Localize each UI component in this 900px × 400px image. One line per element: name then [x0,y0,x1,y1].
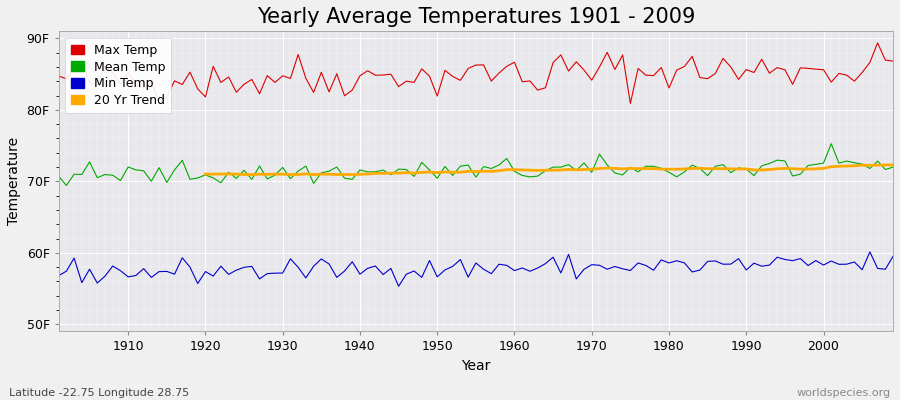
Max Temp [509,60,520,65]
Min Temp [887,254,898,259]
Min Temp [115,268,126,273]
Y-axis label: Temperature: Temperature [7,137,21,226]
Mean Temp [509,169,520,174]
Min Temp [285,256,296,261]
Max Temp [115,82,126,86]
Mean Temp [887,165,898,170]
Max Temp [53,74,64,78]
20 Yr Trend [301,172,311,176]
Max Temp [887,59,898,64]
Max Temp [501,64,512,69]
Mean Temp [292,169,303,174]
Min Temp [517,266,527,270]
Max Temp [602,50,613,55]
Min Temp [393,284,404,289]
Min Temp [53,273,64,278]
Line: Max Temp: Max Temp [58,43,893,104]
Min Temp [865,250,876,254]
Line: Min Temp: Min Temp [58,252,893,286]
20 Yr Trend [887,162,898,167]
20 Yr Trend [865,163,876,168]
Text: Latitude -22.75 Longitude 28.75: Latitude -22.75 Longitude 28.75 [9,388,189,398]
20 Yr Trend [247,172,257,177]
Mean Temp [122,164,133,169]
Min Temp [609,264,620,269]
Min Temp [331,275,342,280]
Mean Temp [53,174,64,178]
X-axis label: Year: Year [461,359,491,373]
20 Yr Trend [795,167,806,172]
Mean Temp [339,176,350,180]
20 Yr Trend [200,172,211,176]
Max Temp [625,101,635,106]
20 Yr Trend [779,166,790,171]
Min Temp [509,268,520,273]
Text: worldspecies.org: worldspecies.org [796,388,891,398]
Max Temp [872,40,883,45]
20 Yr Trend [687,166,698,171]
Max Temp [331,71,342,76]
Legend: Max Temp, Mean Temp, Min Temp, 20 Yr Trend: Max Temp, Mean Temp, Min Temp, 20 Yr Tre… [65,38,171,113]
Mean Temp [517,173,527,178]
Mean Temp [826,141,837,146]
Title: Yearly Average Temperatures 1901 - 2009: Yearly Average Temperatures 1901 - 2009 [256,7,695,27]
Max Temp [285,76,296,81]
Line: Mean Temp: Mean Temp [58,144,893,186]
20 Yr Trend [417,170,428,175]
Line: 20 Yr Trend: 20 Yr Trend [205,165,893,175]
Mean Temp [61,183,72,188]
Mean Temp [609,170,620,175]
